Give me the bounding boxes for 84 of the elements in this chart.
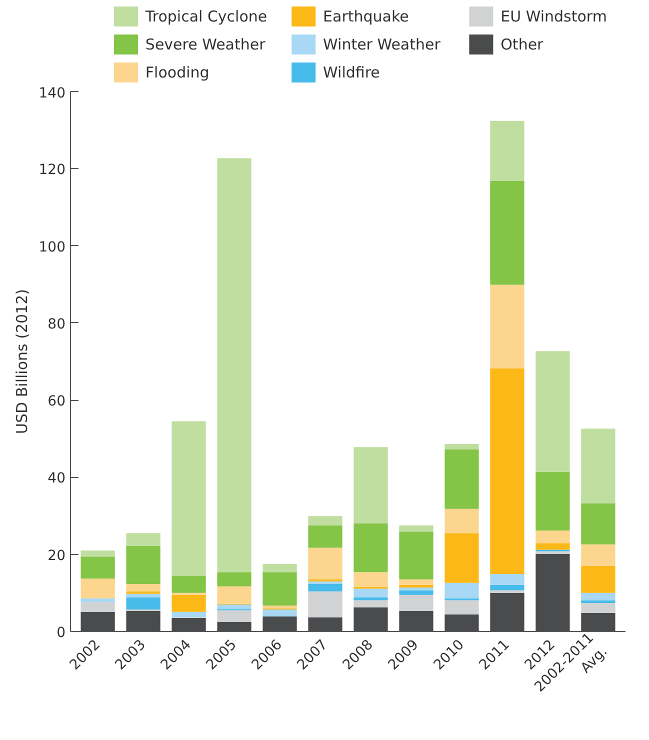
legend-label: EU Windstorm: [500, 8, 607, 26]
bar: [399, 594, 434, 612]
bar: [444, 582, 479, 598]
bar: [354, 588, 388, 598]
bar: [536, 543, 570, 550]
bar: [399, 584, 434, 588]
bar: [354, 600, 388, 608]
bar: [490, 574, 524, 585]
legend-label: Severe Weather: [145, 36, 266, 54]
bar: [262, 610, 297, 616]
bar: [536, 530, 570, 544]
bar: [308, 591, 342, 618]
y-tick-label: 60: [48, 394, 66, 410]
bar: [536, 351, 570, 472]
bar: [581, 503, 616, 544]
legend-label: Flooding: [145, 64, 210, 82]
bar: [444, 508, 479, 534]
bar: [581, 544, 616, 566]
bar: [490, 120, 524, 181]
bar: [581, 428, 616, 504]
bar: [80, 556, 115, 579]
bar: [490, 368, 524, 574]
y-tick-label: 80: [48, 316, 66, 332]
bar: [444, 533, 479, 583]
legend-label: Tropical Cyclone: [144, 8, 268, 26]
bar: [399, 590, 434, 595]
bar: [126, 598, 160, 610]
bar: [399, 579, 434, 585]
y-tick-label: 40: [48, 470, 66, 487]
bar: [581, 592, 616, 600]
bar: [308, 584, 342, 592]
bar: [399, 532, 434, 580]
bar: [536, 472, 570, 530]
bar: [581, 600, 616, 603]
bar: [217, 158, 252, 572]
bar: [490, 284, 524, 368]
bar: [126, 594, 160, 598]
bar: [217, 604, 252, 610]
bar: [126, 546, 160, 584]
bar: [354, 572, 388, 587]
bar: [126, 533, 160, 546]
bar: [80, 598, 115, 602]
bar: [172, 612, 206, 618]
bar: [308, 548, 342, 580]
bar: [126, 584, 160, 592]
legend-label: Other: [500, 36, 544, 54]
bar: [444, 449, 479, 509]
bar: [399, 525, 434, 532]
y-tick-label: 140: [38, 86, 66, 102]
bar: [444, 444, 479, 450]
bar: [308, 516, 342, 526]
bar: [80, 550, 115, 557]
legend-label: Wildfire: [323, 64, 380, 82]
bar: [581, 602, 616, 613]
legend-label: Winter Weather: [323, 36, 442, 54]
bar: [172, 421, 206, 576]
bar: [399, 588, 434, 590]
bar: [536, 551, 570, 554]
legend-label: Earthquake: [323, 8, 409, 26]
bar: [262, 564, 297, 572]
y-axis-title: USD Billions (2012): [12, 289, 31, 434]
bar: [217, 572, 252, 586]
bar: [581, 566, 616, 593]
bar: [308, 525, 342, 548]
bar: [490, 180, 524, 285]
bar: [490, 584, 524, 590]
bar: [308, 581, 342, 584]
y-tick-label: 120: [38, 162, 66, 178]
bar: [444, 600, 479, 615]
bar: [262, 572, 297, 606]
bar: [354, 598, 388, 600]
bar: [490, 590, 524, 593]
y-tick-label: 100: [38, 239, 66, 256]
bar: [354, 447, 388, 524]
y-tick-label: 0: [56, 625, 66, 641]
bar: [172, 594, 206, 612]
bar: [217, 610, 252, 622]
bar: [262, 606, 297, 608]
bar: [172, 576, 206, 593]
bar: [80, 602, 115, 612]
bar: [217, 586, 252, 604]
bar: [354, 524, 388, 572]
y-tick-label: 20: [48, 548, 66, 564]
bar: [80, 578, 115, 598]
